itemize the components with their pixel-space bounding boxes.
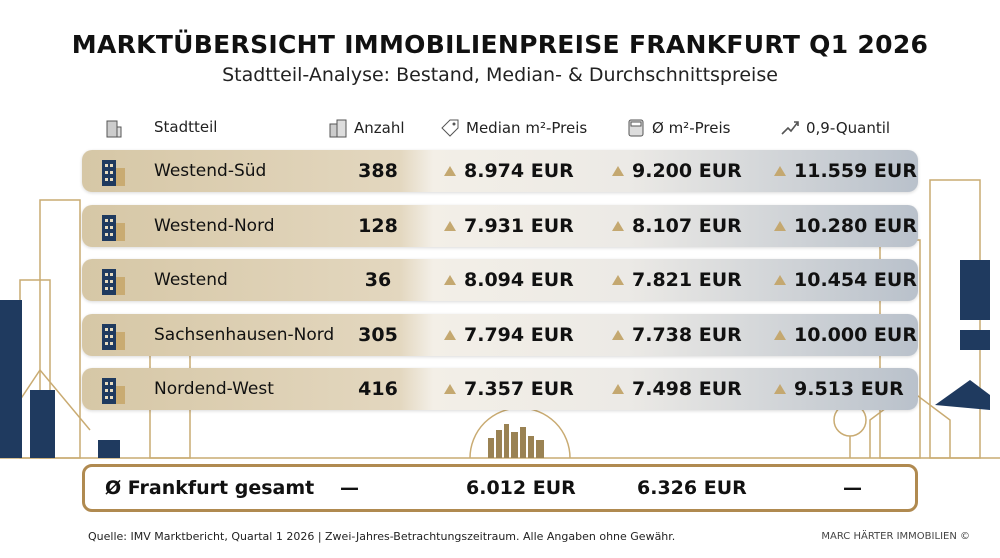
- stadtteil-name: Sachsenhausen-Nord: [154, 324, 335, 345]
- q90-value: 10.280 EUR: [794, 214, 917, 237]
- median-value: 8.974 EUR: [464, 160, 574, 182]
- header-label: Anzahl: [354, 119, 405, 137]
- q90-cell: 11.559 EUR: [774, 150, 917, 192]
- page-subtitle: Stadtteil-Analyse: Bestand, Median- & Du…: [222, 64, 778, 86]
- brand-credit: MARC HÄRTER IMMOBILIEN ©: [821, 531, 970, 542]
- stadtteil-name: Westend-Nord: [154, 215, 275, 236]
- avg-value: 7.821 EUR: [632, 269, 742, 291]
- median-cell: 7.357 EUR: [444, 368, 574, 410]
- median-cell: 8.094 EUR: [444, 259, 574, 301]
- arrow-up-icon: [444, 275, 456, 285]
- arrow-up-icon: [774, 220, 786, 231]
- median-value: 7.794 EUR: [464, 323, 574, 346]
- median-value: 7.931 EUR: [464, 214, 574, 237]
- anzahl-value: 36: [364, 269, 392, 291]
- total-label: Ø Frankfurt gesamt: [105, 477, 315, 499]
- price-tag-icon: [441, 119, 459, 137]
- building-icon: [103, 118, 123, 138]
- arrow-up-icon: [774, 384, 786, 394]
- arrow-up-icon: [612, 329, 624, 340]
- header-stadtteil: Stadtteil: [154, 118, 218, 136]
- avg-cell: 7.821 EUR: [612, 259, 742, 301]
- arrow-up-icon: [444, 329, 456, 340]
- arrow-up-icon: [774, 275, 786, 285]
- anzahl-value: 128: [358, 214, 398, 237]
- table-row: Nordend-West 416 7.357 EUR 7.498 EUR 9.5…: [82, 368, 918, 410]
- q90-value: 11.559 EUR: [794, 160, 917, 182]
- total-row: Ø Frankfurt gesamt — 6.012 EUR 6.326 EUR…: [82, 464, 918, 512]
- riverside-icon: [102, 323, 125, 350]
- table-row: Sachsenhausen-Nord 305 7.794 EUR 7.738 E…: [82, 313, 918, 356]
- arrow-up-icon: [612, 166, 624, 176]
- avg-value: 7.738 EUR: [632, 323, 742, 346]
- median-value: 8.094 EUR: [464, 269, 574, 291]
- q90-value: 10.000 EUR: [794, 323, 917, 346]
- table-row: Westend-Nord 128 7.931 EUR 8.107 EUR 10.…: [82, 204, 918, 247]
- arrow-up-icon: [612, 220, 624, 231]
- q90-cell: 10.454 EUR: [774, 259, 917, 301]
- total-median: 6.012 EUR: [466, 477, 576, 499]
- anzahl-value: 305: [358, 323, 398, 346]
- q90-cell: 9.513 EUR: [774, 368, 904, 410]
- townhouse-icon: [102, 214, 125, 241]
- apartment-icon: [102, 378, 125, 404]
- total-anzahl: —: [340, 477, 359, 499]
- median-cell: 7.931 EUR: [444, 205, 574, 247]
- skyscraper-icon: [102, 160, 125, 186]
- arrow-up-icon: [444, 384, 456, 394]
- arrow-up-icon: [444, 166, 456, 176]
- table-row: Westend 36 8.094 EUR 7.821 EUR 10.454 EU…: [82, 259, 918, 301]
- arrow-up-icon: [774, 329, 786, 340]
- header-label: Median m²-Preis: [466, 119, 588, 137]
- q90-cell: 10.280 EUR: [774, 205, 917, 247]
- stadtteil-name: Nordend-West: [154, 379, 274, 399]
- total-avg: 6.326 EUR: [637, 477, 747, 499]
- anzahl-value: 416: [358, 378, 398, 400]
- median-value: 7.357 EUR: [464, 378, 574, 400]
- header-avg: Ø m²-Preis: [626, 118, 730, 138]
- header-median: Median m²-Preis: [440, 118, 587, 138]
- header-anzahl: Anzahl: [328, 118, 405, 138]
- arrow-up-icon: [444, 220, 456, 231]
- total-q90: —: [843, 477, 862, 499]
- q90-value: 10.454 EUR: [794, 269, 917, 291]
- header-label: Ø m²-Preis: [652, 119, 731, 137]
- avg-cell: 9.200 EUR: [612, 150, 742, 192]
- header-label: 0,9-Quantil: [806, 119, 891, 137]
- stadtteil-name: Westend-Süd: [154, 161, 267, 181]
- arrow-up-icon: [774, 166, 786, 176]
- arrow-up-icon: [612, 384, 624, 394]
- avg-cell: 8.107 EUR: [612, 205, 742, 247]
- shop-icon: [102, 269, 125, 295]
- avg-value: 9.200 EUR: [632, 160, 742, 182]
- avg-cell: 7.738 EUR: [612, 314, 742, 356]
- trend-up-icon: [781, 121, 799, 135]
- buildings-icon: [329, 119, 347, 138]
- median-cell: 8.974 EUR: [444, 150, 574, 192]
- table-row: Westend-Süd 388 8.974 EUR 9.200 EUR 11.5…: [82, 150, 918, 192]
- q90-cell: 10.000 EUR: [774, 314, 917, 356]
- q90-value: 9.513 EUR: [794, 378, 904, 400]
- arrow-up-icon: [612, 275, 624, 285]
- avg-value: 7.498 EUR: [632, 378, 742, 400]
- stadtteil-name: Westend: [154, 270, 228, 290]
- header-q90: 0,9-Quantil: [780, 118, 890, 138]
- avg-value: 8.107 EUR: [632, 214, 742, 237]
- median-cell: 7.794 EUR: [444, 314, 574, 356]
- page-title: MARKTÜBERSICHT IMMOBILIENPREISE FRANKFUR…: [71, 30, 929, 59]
- source-footnote: Quelle: IMV Marktbericht, Quartal 1 2026…: [88, 530, 676, 543]
- avg-cell: 7.498 EUR: [612, 368, 742, 410]
- anzahl-value: 388: [358, 160, 398, 182]
- calculator-icon: [628, 119, 644, 137]
